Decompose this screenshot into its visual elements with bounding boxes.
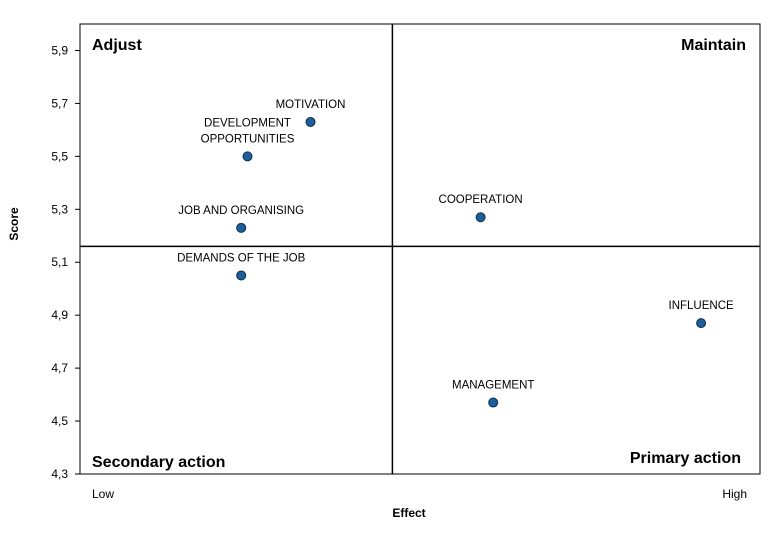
point-job-and-organising: [236, 222, 247, 233]
point-label-cooperation: COOPERATION: [439, 194, 523, 206]
point-development-opportunities: [242, 151, 253, 162]
point-management: [488, 397, 499, 408]
point-label-motivation: MOTIVATION: [276, 99, 346, 111]
point-demands-of-the-job: [236, 270, 247, 281]
point-label-development-opportunities: DEVELOPMENT: [204, 117, 291, 129]
point-label-demands-of-the-job: DEMANDS OF THE JOB: [177, 252, 306, 264]
y-tick-label: 5,1: [51, 255, 68, 269]
point-label-influence: INFLUENCE: [669, 300, 735, 312]
point-influence: [696, 318, 707, 329]
y-tick-label: 4,3: [51, 467, 68, 481]
y-tick-label: 4,7: [51, 361, 68, 375]
point-motivation: [305, 116, 316, 127]
y-tick-label: 4,5: [51, 414, 68, 428]
y-tick-label: 5,7: [51, 96, 68, 110]
quadrant-label-adjust: Adjust: [92, 37, 142, 54]
point-cooperation: [475, 212, 486, 223]
y-axis-ticks: 4,3 4,5 4,7 4,9 5,1 5,3 5,5 5,7 5,9: [51, 43, 80, 481]
y-tick-label: 4,9: [51, 308, 68, 322]
point-label-management: MANAGEMENT: [452, 380, 534, 392]
quadrant-label-maintain: Maintain: [681, 37, 746, 54]
quadrant-label-primary-action: Primary action: [630, 450, 741, 467]
y-tick-label: 5,9: [51, 43, 68, 57]
plot-frame: [79, 23, 761, 475]
point-label-job-and-organising: JOB AND ORGANISING: [178, 205, 304, 217]
quadrant-dividers: [80, 24, 760, 474]
y-axis-title: Score: [7, 207, 21, 241]
quadrant-labels: Adjust Maintain Secondary action Primary…: [92, 37, 746, 471]
x-axis-title: Effect: [392, 506, 425, 520]
x-axis-high-label: High: [722, 487, 747, 501]
y-tick-label: 5,5: [51, 149, 68, 163]
y-tick-label: 5,3: [51, 202, 68, 216]
quadrant-label-secondary-action: Secondary action: [92, 454, 225, 471]
data-points: MOTIVATION DEVELOPMENT OPPORTUNITIES JOB AN…: [177, 99, 735, 408]
x-axis-low-label: Low: [92, 487, 114, 501]
point-label-development-opportunities: OPPORTUNITIES: [201, 133, 295, 145]
